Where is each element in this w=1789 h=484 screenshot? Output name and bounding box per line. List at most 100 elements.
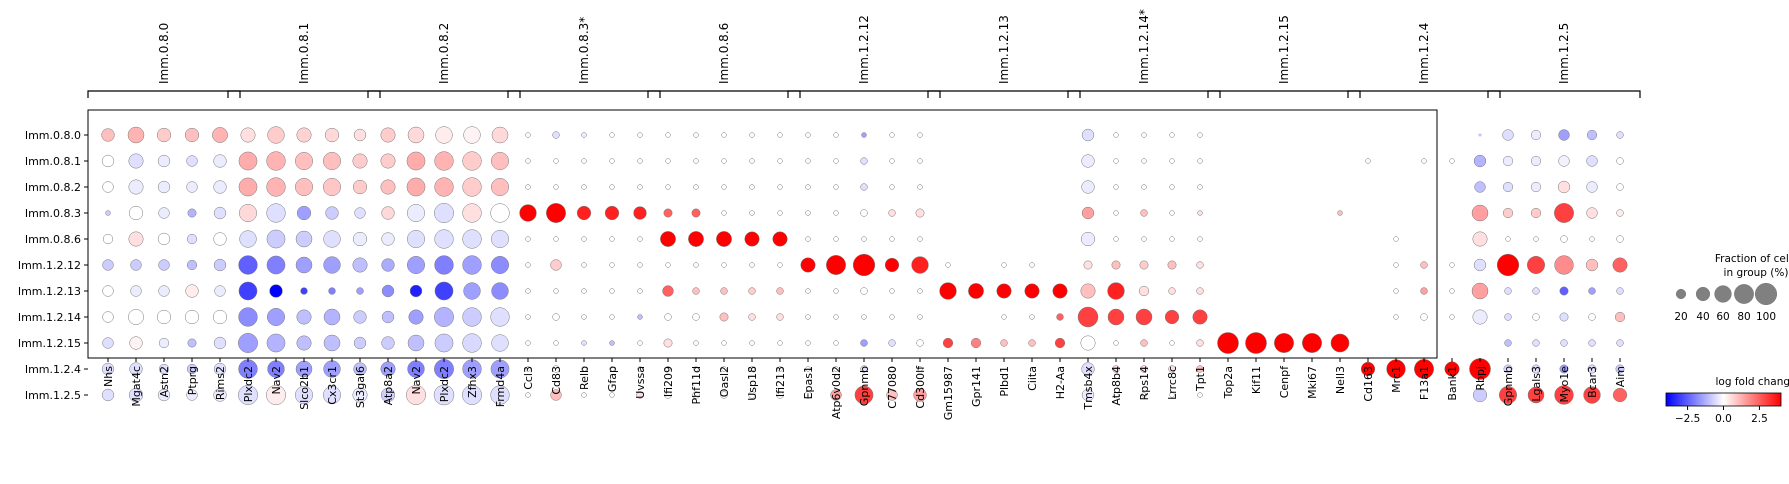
dot: [186, 181, 198, 193]
dot: [833, 314, 839, 320]
dot: [1338, 393, 1342, 397]
dot: [1226, 263, 1230, 267]
dot: [490, 203, 510, 223]
dot: [213, 362, 227, 376]
dot: [888, 209, 896, 217]
dot: [719, 312, 729, 322]
dot: [974, 237, 978, 241]
x-tick-label: Oasl2: [718, 366, 731, 397]
dot: [636, 391, 644, 399]
dot: [1030, 237, 1034, 241]
dot: [381, 206, 395, 220]
dot: [186, 155, 198, 167]
x-tick-label: Nav2: [270, 366, 283, 394]
dot: [187, 208, 197, 218]
x-tick-label: Cd83: [550, 366, 563, 395]
dot: [1002, 159, 1006, 163]
dot: [1560, 339, 1568, 347]
dot: [688, 231, 704, 247]
dot: [1029, 314, 1035, 320]
x-tick-label: Plxdc2: [438, 366, 451, 402]
dot: [1585, 258, 1599, 272]
dot: [295, 386, 313, 404]
x-tick-label: Cx3cr1: [326, 366, 339, 405]
dot: [1472, 387, 1488, 403]
dot: [1254, 367, 1258, 371]
dot: [525, 132, 531, 138]
dot: [1310, 159, 1314, 163]
dot: [323, 334, 341, 352]
x-tick-label: Ifi213: [774, 366, 787, 397]
y-tick-label: Imm.1.2.13: [18, 285, 81, 298]
dot: [1310, 133, 1314, 137]
group-bracket: [367, 90, 521, 98]
dot: [749, 366, 755, 372]
legends: Fraction of cells in group (%) 20 40 60 80 1…: [1665, 253, 1789, 425]
dot: [1058, 185, 1062, 189]
dot: [945, 262, 951, 268]
dot: [1338, 367, 1342, 371]
dot: [1422, 211, 1426, 215]
dot: [352, 387, 368, 403]
x-tick-label: Gm15987: [942, 366, 955, 420]
dot: [462, 203, 482, 223]
dot: [1394, 393, 1398, 397]
dot: [295, 230, 313, 248]
dot: [462, 307, 482, 327]
group-bracket: [787, 90, 941, 98]
dot: [213, 154, 227, 168]
dot: [777, 210, 783, 216]
dot: [833, 210, 839, 216]
dot: [1002, 211, 1006, 215]
x-tick-label: Ptprg: [186, 366, 199, 395]
dot: [1559, 286, 1569, 296]
dot: [1360, 361, 1376, 377]
dot: [408, 309, 424, 325]
x-tick-label: C77080: [886, 366, 899, 409]
dot: [609, 366, 615, 372]
dot: [1058, 159, 1062, 163]
dot: [434, 255, 454, 275]
dot: [1030, 185, 1034, 189]
x-tick-label: Mgat4c: [130, 366, 143, 407]
dot: [323, 386, 341, 404]
dot: [1310, 211, 1314, 215]
dot: [352, 153, 368, 169]
dot: [860, 365, 868, 373]
dot: [1310, 185, 1314, 189]
y-tick-label: Imm.0.8.2: [25, 181, 81, 194]
size-legend-title-line1: Fraction of cells: [1715, 253, 1789, 265]
dot: [434, 229, 454, 249]
dot: [884, 257, 900, 273]
dot: [129, 362, 143, 376]
dot: [833, 158, 839, 164]
dot: [1140, 209, 1148, 217]
dot: [637, 262, 643, 268]
dot: [1282, 159, 1286, 163]
dot: [1338, 185, 1342, 189]
dot: [805, 210, 811, 216]
dot: [1254, 211, 1258, 215]
dot: [214, 285, 226, 297]
dot: [777, 262, 783, 268]
dot: [1330, 333, 1350, 353]
dot: [1612, 257, 1628, 273]
dot: [1141, 158, 1147, 164]
dot: [777, 340, 783, 346]
dot: [157, 154, 171, 168]
dot: [463, 282, 481, 300]
dot: [805, 184, 811, 190]
dot: [433, 384, 455, 406]
dot: [296, 127, 312, 143]
dot: [1554, 255, 1574, 275]
dot: [946, 211, 950, 215]
dot: [1217, 332, 1239, 354]
dot: [434, 177, 454, 197]
dot: [266, 177, 286, 197]
size-legend-label: 100: [1756, 311, 1776, 323]
dot: [1338, 289, 1342, 293]
dot: [406, 151, 426, 171]
dot: [130, 285, 142, 297]
x-tick-label: Gpr141: [970, 366, 983, 407]
dot: [381, 336, 395, 350]
